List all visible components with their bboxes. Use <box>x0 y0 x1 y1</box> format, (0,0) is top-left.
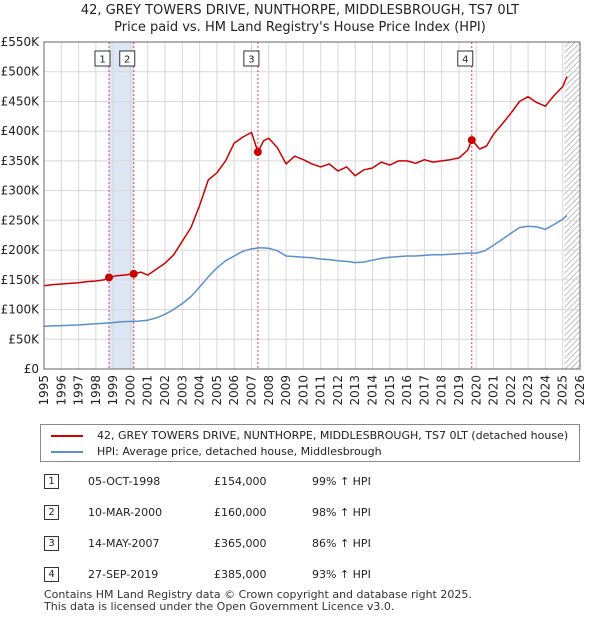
y-tick-label: £350K <box>1 154 41 168</box>
sale-badge-label: 2 <box>124 55 130 66</box>
sale-badge-label: 1 <box>99 55 105 66</box>
x-tick-label: 2008 <box>262 375 276 406</box>
x-tick-label: 2020 <box>469 375 483 406</box>
x-tick-label: 2019 <box>452 375 466 406</box>
sale-date: 14-MAY-2007 <box>88 537 160 550</box>
x-tick-label: 2001 <box>141 375 155 406</box>
sale-badge: 4 <box>44 567 59 582</box>
footer: Contains HM Land Registry data © Crown c… <box>44 589 472 613</box>
x-tick-label: 2026 <box>573 375 587 406</box>
sale-point <box>129 269 138 278</box>
x-tick-label: 2009 <box>279 375 293 406</box>
x-tick-label: 2016 <box>400 375 414 406</box>
y-tick-label: £300K <box>1 184 41 198</box>
sale-date: 27-SEP-2019 <box>88 568 159 581</box>
sale-hpi-change: 93% ↑ HPI <box>312 568 371 581</box>
x-tick-label: 2025 <box>556 375 570 406</box>
x-tick-label: 2010 <box>296 375 310 406</box>
sale-hpi-change: 99% ↑ HPI <box>312 475 371 488</box>
chart-subtitle: Price paid vs. HM Land Registry's House … <box>114 20 486 35</box>
x-tick-label: 2021 <box>487 375 501 406</box>
sale-badge: 2 <box>44 505 59 520</box>
y-tick-label: £250K <box>1 213 41 227</box>
chart-title: 42, GREY TOWERS DRIVE, NUNTHORPE, MIDDLE… <box>80 3 520 18</box>
x-tick-label: 1997 <box>72 375 86 406</box>
sale-point <box>253 147 262 156</box>
x-tick-label: 1999 <box>106 375 120 406</box>
sale-badge-box <box>243 50 260 67</box>
legend-item-hpi: HPI: Average price, detached house, Midd… <box>51 444 382 460</box>
hpi-series-line <box>43 215 568 327</box>
x-tick-label: 2004 <box>193 375 207 406</box>
x-tick-label: 1998 <box>89 375 103 406</box>
x-tick-label: 2003 <box>175 375 189 406</box>
legend-label-property: 42, GREY TOWERS DRIVE, NUNTHORPE, MIDDLE… <box>97 429 569 442</box>
hatched-forecast-region <box>564 42 580 369</box>
sale-price: £160,000 <box>214 506 267 519</box>
sale-price: £365,000 <box>214 537 267 550</box>
sale-badge-box <box>119 50 136 67</box>
y-tick-label: £50K <box>8 332 40 346</box>
x-tick-label: 2024 <box>538 375 552 406</box>
sale-badge-box <box>94 50 111 67</box>
sale-point <box>105 273 114 282</box>
sale-date: 10-MAR-2000 <box>88 506 163 519</box>
sale-hpi-change: 86% ↑ HPI <box>312 537 371 550</box>
y-tick-label: £450K <box>1 94 41 108</box>
legend-swatch-hpi <box>51 451 83 453</box>
sale-price: £154,000 <box>214 475 267 488</box>
y-tick-label: £150K <box>1 273 41 287</box>
footer-copyright: Contains HM Land Registry data © Crown c… <box>44 588 472 601</box>
y-tick-label: £0 <box>24 362 39 376</box>
y-tick-label: £100K <box>1 303 41 317</box>
legend-swatch-property <box>51 435 83 437</box>
x-tick-label: 2013 <box>348 375 362 406</box>
x-tick-label: 2018 <box>435 375 449 406</box>
x-tick-label: 2023 <box>521 375 535 406</box>
sale-badge-label: 3 <box>248 55 254 66</box>
x-tick-label: 1996 <box>54 375 68 406</box>
x-tick-label: 2015 <box>383 375 397 406</box>
price-chart: 1 2 3 4 £0 £50K £100K £150K £200K £250K £300K £350K… <box>1 35 587 406</box>
x-tick-label: 2005 <box>210 375 224 406</box>
plot-frame <box>43 41 581 370</box>
sale-date: 05-OCT-1998 <box>88 475 161 488</box>
x-tick-label: 2002 <box>158 375 172 406</box>
sale-price: £385,000 <box>214 568 267 581</box>
y-tick-label: £550K <box>1 35 41 49</box>
sale-badge: 3 <box>44 536 59 551</box>
legend-item-property: 42, GREY TOWERS DRIVE, NUNTHORPE, MIDDLE… <box>51 428 568 444</box>
y-tick-label: £200K <box>1 243 41 257</box>
sale-hpi-change: 98% ↑ HPI <box>312 506 371 519</box>
x-tick-label: 2007 <box>244 375 258 406</box>
sale-badge-box <box>457 50 474 67</box>
y-tick-label: £500K <box>1 65 41 79</box>
sale-badge-label: 4 <box>462 55 468 66</box>
sale-point <box>467 136 476 145</box>
x-tick-label: 1995 <box>37 375 51 406</box>
x-tick-label: 2011 <box>314 375 328 406</box>
x-tick-label: 2017 <box>417 375 431 406</box>
footer-licence: This data is licensed under the Open Gov… <box>44 600 395 613</box>
chart-legend: 42, GREY TOWERS DRIVE, NUNTHORPE, MIDDLE… <box>40 424 580 462</box>
legend-label-hpi: HPI: Average price, detached house, Midd… <box>97 445 382 458</box>
x-tick-label: 2000 <box>123 375 137 406</box>
x-tick-label: 2022 <box>504 375 518 406</box>
x-tick-label: 2012 <box>331 375 345 406</box>
x-tick-label: 2014 <box>366 375 380 406</box>
sale-badge: 1 <box>44 474 59 489</box>
x-tick-label: 2006 <box>227 375 241 406</box>
y-tick-label: £400K <box>1 124 41 138</box>
